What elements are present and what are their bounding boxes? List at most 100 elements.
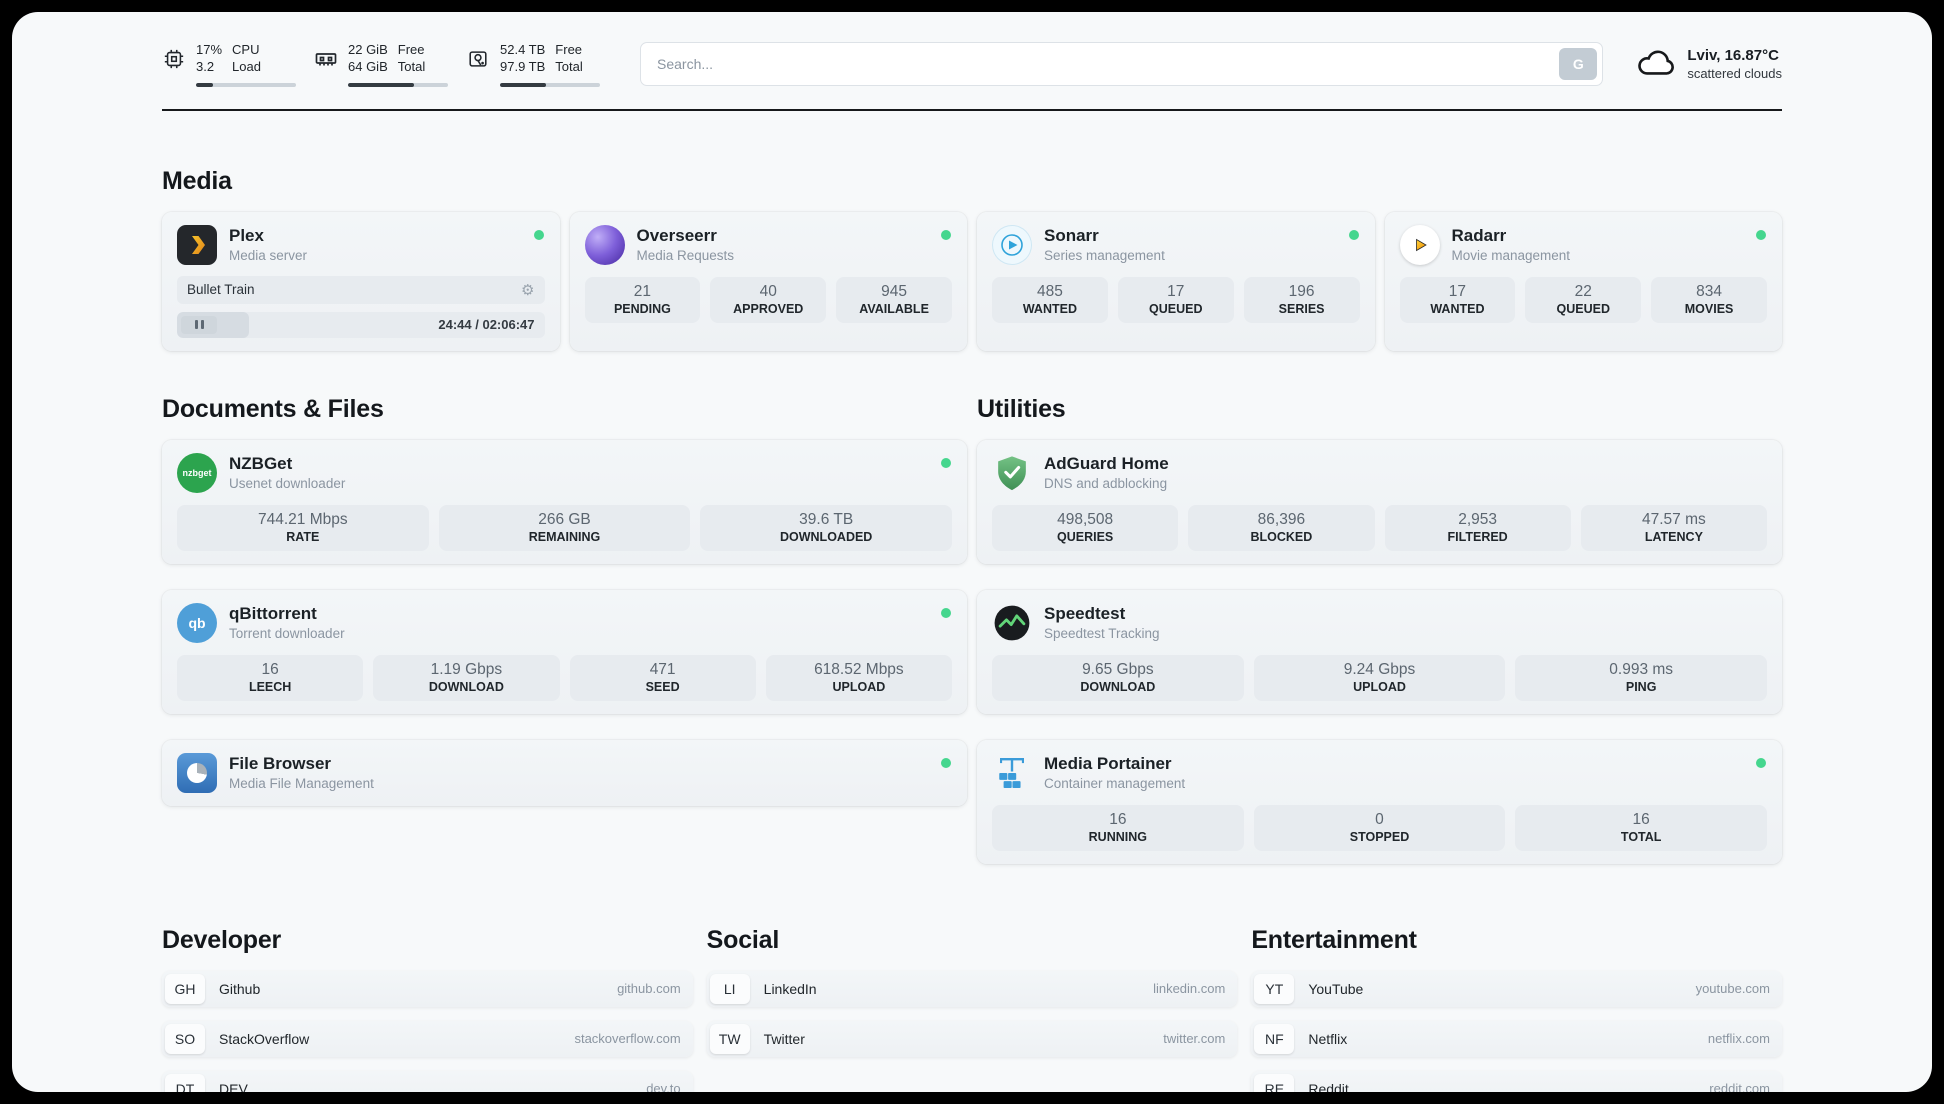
stat-stopped: 0 STOPPED [1253,804,1506,851]
cpu-load-value: 3.2 [196,58,215,74]
app-description: Media server [229,248,308,264]
speedtest-card[interactable]: Speedtest Speedtest Tracking 9.65 Gbps D… [977,589,1782,714]
overseerr-card[interactable]: Overseerr Media Requests 21 PENDING 40 A… [569,211,967,351]
qbittorrent-card[interactable]: qb qBittorrent Torrent downloader 16 LEE… [162,589,967,714]
app-description: Media Requests [636,248,735,264]
radarr-card[interactable]: Radarr Movie management 17 WANTED 22 QUE… [1384,211,1782,351]
status-dot [533,229,544,240]
playback-progress-bar[interactable]: 24:44 / 02:06:47 [177,311,545,338]
filebrowser-icon [177,752,217,793]
disk-total-value: 97.9 TB [500,58,546,74]
plex-card[interactable]: Plex Media server Bullet Train ⚙ 24:44 /… [162,211,560,351]
sonarr-card[interactable]: Sonarr Series management 485 WANTED 17 Q… [977,211,1375,351]
weather-location: Lviv, 16.87°C [1687,47,1779,65]
stat-upload: 9.24 Gbps UPLOAD [1253,654,1506,701]
stat-ping: 0.993 ms PING [1515,654,1767,701]
settings-gear-icon[interactable]: ⚙ [521,281,535,299]
app-name: Plex [229,226,264,246]
search-input[interactable] [640,42,1604,87]
status-dot [941,607,951,618]
search-bar: G [640,42,1604,87]
nzbget-icon: nzbget [177,452,217,493]
status-dot [941,757,951,768]
stat-leech: 16 LEECH [177,654,364,701]
adguard-icon [992,453,1032,493]
cpu-label-1: CPU [232,42,260,57]
ram-free-value: 22 GiB [348,42,388,57]
stats-row: 21 PENDING 40 APPROVED 945 AVAILABLE [584,276,952,323]
bookmark-stackoverflow[interactable]: SO StackOverflow stackoverflow.com [162,1020,693,1057]
status-dot [1348,229,1359,240]
app-description: Media File Management [229,776,374,792]
sonarr-icon [992,224,1032,265]
speedtest-icon [992,603,1032,643]
app-description: Speedtest Tracking [1044,626,1160,642]
stat-available: 945 AVAILABLE [836,276,952,323]
social-column: Social LI LinkedIn linkedin.com TW Twitt… [706,926,1238,1092]
stat-total: 16 TOTAL [1515,804,1767,851]
stat-running: 16 RUNNING [992,804,1244,851]
stat-blocked: 86,396 BLOCKED [1188,504,1375,551]
app-name: Media Portainer [1044,754,1172,774]
playback-time: 24:44 / 02:06:47 [438,316,535,332]
stats-row: 9.65 Gbps DOWNLOAD 9.24 Gbps UPLOAD 0.99… [992,654,1767,701]
documents-column: Documents & Files nzbget NZBGet Usenet d… [162,395,967,864]
app-name: File Browser [229,754,332,774]
stats-row: 744.21 Mbps RATE 266 GB REMAINING 39.6 T… [177,504,952,551]
disk-label-1: Free [555,42,583,57]
youtube-abbr-icon: YT [1254,973,1295,1004]
section-title-documents: Documents & Files [162,394,384,423]
ram-progress-bar [348,82,448,87]
bookmark-reddit[interactable]: RE Reddit reddit.com [1251,1070,1782,1092]
bookmark-dev[interactable]: DT DEV dev.to [162,1070,693,1092]
dashboard-window: 17% 3.2 CPU Load [12,12,1932,1092]
stat-approved: 40 APPROVED [710,276,827,323]
status-dot [941,457,951,468]
dev-abbr-icon: DT [165,1073,205,1092]
ram-total-value: 64 GiB [348,58,388,74]
disk-icon [466,47,490,71]
bookmark-linkedin[interactable]: LI LinkedIn linkedin.com [706,970,1238,1007]
bookmark-twitter[interactable]: TW Twitter twitter.com [706,1020,1238,1057]
app-description: Series management [1044,248,1165,264]
section-title-utilities: Utilities [977,394,1066,423]
stat-upload: 618.52 Mbps UPLOAD [765,654,952,701]
stat-filtered: 2,953 FILTERED [1384,504,1571,551]
status-dot [1756,757,1766,768]
stat-queued: 22 QUEUED [1525,276,1642,323]
nzbget-card[interactable]: nzbget NZBGet Usenet downloader 744.21 M… [162,439,967,564]
bookmark-github[interactable]: GH Github github.com [162,970,693,1007]
pause-button[interactable] [181,315,217,334]
header-divider [162,108,1782,111]
stats-row: 17 WANTED 22 QUEUED 834 MOVIES [1399,276,1767,323]
cpu-icon [162,47,186,71]
bookmark-netflix[interactable]: NF Netflix netflix.com [1251,1020,1782,1057]
app-name: Sonarr [1044,226,1099,246]
utilities-column: Utilities [977,395,1782,864]
app-description: Movie management [1451,248,1571,264]
media-card-row: Plex Media server Bullet Train ⚙ 24:44 /… [162,211,1782,351]
now-playing-row: Bullet Train ⚙ [177,275,545,304]
ram-usage-widget: 22 GiB 64 GiB Free Total [314,42,448,87]
search-engine-button[interactable]: G [1559,48,1598,81]
disk-progress-bar [500,82,600,87]
app-description: Torrent downloader [229,626,345,642]
cpu-usage-widget: 17% 3.2 CPU Load [162,42,296,87]
stats-row: 498,508 QUERIES 86,396 BLOCKED 2,953 FIL… [992,504,1767,551]
cpu-label-2: Load [232,58,261,74]
stats-row: 16 LEECH 1.19 Gbps DOWNLOAD 471 SEED 6 [177,654,952,701]
github-abbr-icon: GH [165,973,205,1004]
adguard-card[interactable]: AdGuard Home DNS and adblocking 498,508 … [977,439,1782,564]
disk-usage-widget: 52.4 TB 97.9 TB Free Total [466,42,600,87]
stat-seed: 471 SEED [569,654,756,701]
radarr-icon [1399,224,1440,265]
overseerr-icon [584,224,625,265]
filebrowser-card[interactable]: File Browser Media File Management [162,739,967,806]
bookmark-youtube[interactable]: YT YouTube youtube.com [1251,970,1782,1007]
app-name: NZBGet [229,454,293,474]
portainer-card[interactable]: Media Portainer Container management 16 … [977,739,1782,864]
plex-icon [177,224,217,265]
status-dot [1756,229,1766,240]
cloud-icon [1635,45,1677,84]
weather-widget[interactable]: Lviv, 16.87°C scattered clouds [1635,45,1782,84]
